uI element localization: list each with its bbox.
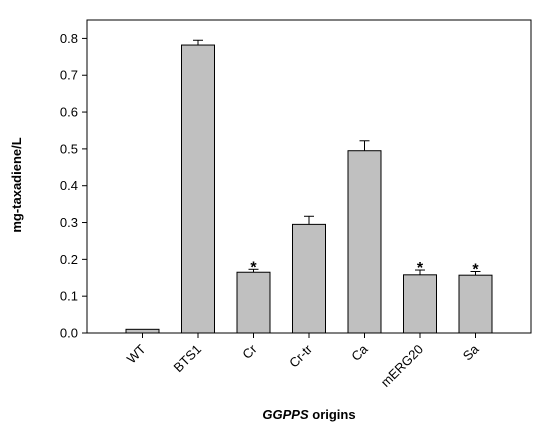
x-tick-label-merg20: mERG20 (378, 342, 426, 390)
significance-marker-cr: * (250, 259, 257, 276)
x-axis-title: GGPPS origins (262, 407, 355, 422)
significance-marker-merg20: * (417, 260, 424, 277)
bar-ca (347, 150, 382, 334)
bar-cr (236, 271, 271, 334)
bar-merg20 (403, 274, 437, 334)
bar-bts1 (181, 44, 215, 334)
y-tick-label: 0.5 (60, 141, 78, 156)
y-tick-label: 0.0 (60, 326, 78, 341)
x-axis-title-part: GGPPS (262, 407, 309, 422)
y-tick-label: 0.1 (60, 289, 78, 304)
y-axis-title: mg-taxadiene/L (9, 137, 24, 232)
x-tick-label-cr-tr: Cr-tr (286, 341, 315, 370)
bar-cr-tr (292, 223, 326, 334)
y-tick-label: 0.3 (60, 215, 78, 230)
plot-area: 0.0 0.1 0.2 0.3 0.4 0.5 0.6 0.7 0.8 WT BTS1 * Cr Cr-t… (60, 19, 532, 390)
y-tick-label: 0.6 (60, 105, 78, 120)
y-tick-label: 0.4 (60, 178, 78, 193)
x-tick-label-bts1: BTS1 (171, 342, 205, 376)
x-tick-label-wt: WT (124, 341, 149, 366)
x-tick-label-cr: Cr (239, 341, 260, 362)
x-tick-label-sa: Sa (460, 341, 482, 363)
bar-wt (125, 328, 160, 334)
x-tick-label-ca: Ca (348, 341, 371, 364)
y-tick-label: 0.2 (60, 252, 78, 267)
significance-marker-sa: * (472, 262, 479, 279)
y-tick-label: 0.8 (60, 31, 78, 46)
bar-sa (458, 274, 493, 334)
y-tick-label: 0.7 (60, 68, 78, 83)
x-axis-title-part: origins (309, 407, 356, 422)
